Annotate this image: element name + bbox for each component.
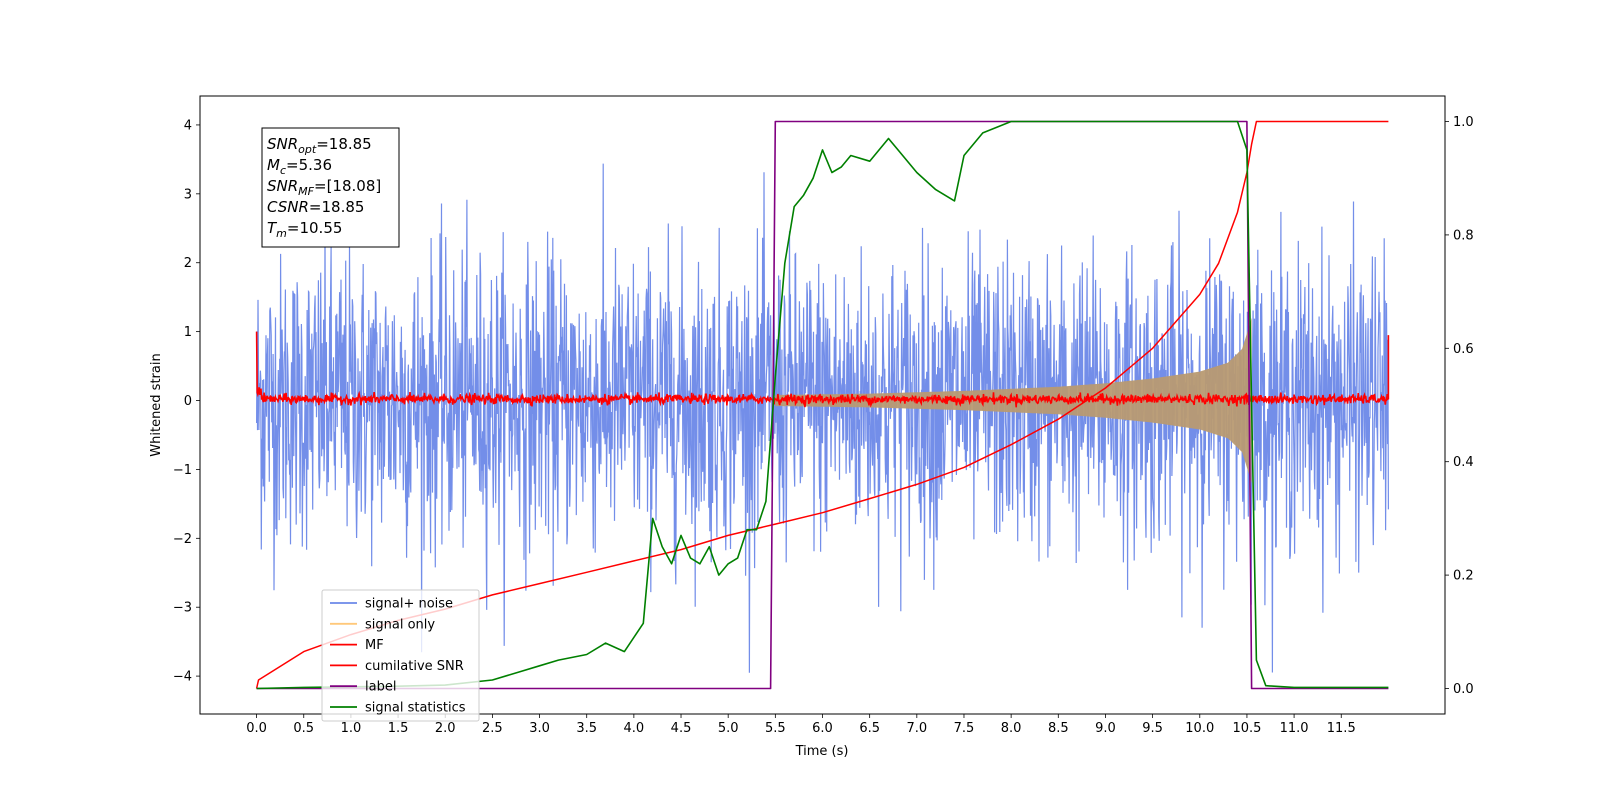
y-tick-label: −4 [173,670,192,685]
x-tick-label: 1.5 [388,721,409,736]
y2-tick-label: 1.0 [1453,115,1474,130]
x-tick-label: 9.0 [1095,721,1116,736]
x-tick-label: 4.5 [671,721,692,736]
info-box-line: CSNR=18.85 [267,198,364,216]
x-tick-label: 3.5 [576,721,597,736]
x-tick-label: 7.0 [906,721,927,736]
y-tick-label: 3 [184,187,192,202]
y-tick-label: −3 [173,601,192,616]
info-box-frame [261,127,400,248]
legend-label: signal statistics [365,701,466,716]
legend-item-mf: MF [330,638,384,653]
x-tick-label: 4.0 [624,721,645,736]
y-tick-label: −2 [173,532,192,547]
x-tick-label: 5.5 [765,721,786,736]
x-tick-label: 11.0 [1280,721,1309,736]
y2-tick-label: 0.4 [1453,455,1474,470]
x-tick-label: 1.0 [341,721,362,736]
x-tick-label: 11.5 [1327,721,1356,736]
y-tick-label: 2 [184,256,192,271]
legend-label: MF [365,638,384,653]
legend-item-signal-statistics: signal statistics [330,701,466,716]
info-box-line: Mc=5.36 [267,156,332,177]
legend-frame [321,589,480,722]
series-signal-noise [256,163,1389,673]
info-box-line: SNRMF=[18.08] [267,177,381,198]
x-tick-label: 6.5 [859,721,880,736]
x-tick-label: 10.0 [1185,721,1214,736]
info-box-line: Tm=10.55 [267,219,342,240]
x-tick-label: 5.0 [718,721,739,736]
x-tick-label: 0.0 [246,721,267,736]
legend-item-label: label [330,680,396,695]
legend-label: cumilative SNR [365,659,464,674]
x-tick-label: 6.0 [812,721,833,736]
series-mf [255,331,1390,409]
y2-tick-label: 0.0 [1453,682,1474,697]
y-tick-label: 4 [184,118,192,133]
legend-label: signal only [365,617,435,632]
legend-item-signal-only: signal only [330,617,435,632]
x-tick-label: 9.5 [1142,721,1163,736]
x-axis-label: Time (s) [795,744,849,759]
y-tick-label: −1 [173,463,192,478]
info-box-line: SNRopt=18.85 [267,135,372,156]
y2-tick-label: 0.8 [1453,228,1474,243]
x-tick-label: 8.5 [1048,721,1069,736]
x-tick-label: 3.0 [529,721,550,736]
legend: signal+ noise signal only MF cumilative SNR… [321,589,480,722]
y2-tick-label: 0.6 [1453,342,1474,357]
axes-layer: 0.0 0.5 1.0 1.5 2.0 2.5 3.0 3.5 4.0 4.5 5.0 5.5 6.0 6… [173,115,1474,736]
x-tick-label: 2.0 [435,721,456,736]
x-tick-label: 8.0 [1001,721,1022,736]
info-box: SNRopt=18.85Mc=5.36SNRMF=[18.08]CSNR=18.… [261,127,400,248]
legend-label: signal+ noise [365,597,453,612]
series-signal-statistics [256,120,1389,690]
x-tick-label: 10.5 [1232,721,1261,736]
x-tick-label: 2.5 [482,721,503,736]
y-axis-label: Whitened strain [149,353,164,456]
legend-item-cumilative-snr: cumilative SNR [330,659,464,674]
legend-item-signal-noise: signal+ noise [330,597,453,612]
x-tick-label: 0.5 [293,721,314,736]
y-tick-label: 1 [184,325,192,340]
x-tick-label: 7.5 [954,721,975,736]
legend-label: label [365,680,396,695]
y2-tick-label: 0.2 [1453,569,1474,584]
y-tick-label: 0 [184,394,192,409]
